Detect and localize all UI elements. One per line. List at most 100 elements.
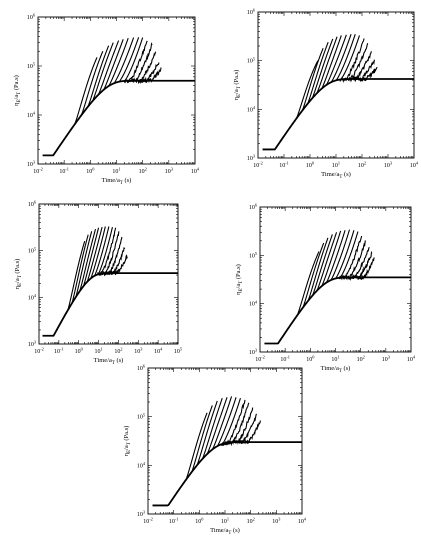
strain-hardening-curve <box>113 37 140 85</box>
chart-panel-c: 10-2 10-1 100 101 102 103 104 105 103 104 105 106 Ti… <box>14 200 182 366</box>
y-tick-label: 103 <box>247 154 255 162</box>
strain-hardening-curve <box>66 234 89 312</box>
strain-hardening-curve <box>315 35 342 95</box>
strain-hardening-curve <box>100 231 120 277</box>
strain-hardening-curve <box>231 407 254 445</box>
x-tick-label: 101 <box>332 161 340 169</box>
x-tick-label: 100 <box>75 347 83 355</box>
x-tick-label: 104 <box>298 517 307 525</box>
strain-hardening-curve <box>134 51 157 85</box>
plot-frame <box>257 11 415 159</box>
strain-hardening-curve <box>301 237 329 309</box>
strain-hardening-curve <box>128 42 153 83</box>
strain-hardening-curve <box>78 227 100 293</box>
strain-hardening-curve <box>325 34 352 87</box>
strain-hardening-curve <box>89 226 110 280</box>
strain-hardening-curve <box>221 399 246 447</box>
x-tick-label: 105 <box>174 347 182 355</box>
y-tick-label: 106 <box>249 203 258 211</box>
x-tick-label: 10-2 <box>143 517 153 525</box>
y-tick-label: 103 <box>27 160 35 168</box>
strain-hardening-curve <box>339 38 365 83</box>
strain-hardening-curve <box>104 236 123 276</box>
x-axis-label: Time/aT (s) <box>321 171 351 180</box>
y-tick-label: 106 <box>137 364 146 372</box>
x-tick-label: 103 <box>165 167 173 175</box>
strain-hardening-curve <box>185 405 213 481</box>
x-axis-label: Time/aT (s) <box>210 527 240 536</box>
strain-hardening-curve <box>200 397 228 461</box>
strain-hardening-curve <box>324 229 351 284</box>
strain-hardening-curve <box>86 42 114 109</box>
strain-hardening-curve <box>320 34 347 91</box>
strain-hardening-curve <box>68 57 98 134</box>
strain-hardening-curve <box>62 240 86 319</box>
strain-hardening-curve <box>111 254 128 276</box>
strain-hardening-curve <box>353 59 375 82</box>
y-tick-label: 105 <box>27 62 35 70</box>
x-tick-label: 10-1 <box>54 347 64 355</box>
x-tick-label: 100 <box>306 355 314 363</box>
strain-hardening-curve <box>138 62 160 84</box>
x-tick-label: 10-2 <box>253 161 263 169</box>
strain-hardening-curve <box>347 246 370 281</box>
strain-hardening-curve <box>97 39 124 96</box>
strain-hardening-curve <box>241 420 261 445</box>
x-tick-label: 10-1 <box>59 167 69 175</box>
chart-panel-d: 10-2 10-1 100 101 102 103 104 103 104 105 106 Time/… <box>235 203 416 374</box>
y-axis-label: ηE/aT (Pa.s) <box>123 426 132 457</box>
strain-hardening-curve <box>82 226 103 288</box>
y-axis-label: ηE/aT (Pa.s) <box>233 70 242 101</box>
strain-hardening-curve <box>144 67 162 84</box>
strain-hardening-curve <box>291 251 320 324</box>
y-tick-label: 106 <box>28 200 37 208</box>
y-tick-label: 103 <box>28 340 36 348</box>
strain-hardening-curve <box>290 60 319 127</box>
strain-hardening-curve <box>123 40 148 84</box>
strain-hardening-curve <box>315 230 342 293</box>
x-tick-label: 100 <box>195 517 203 525</box>
strain-hardening-curve <box>301 41 329 112</box>
strain-hardening-curve <box>74 228 97 299</box>
strain-hardening-curve <box>190 400 218 474</box>
y-tick-label: 104 <box>249 299 258 307</box>
strain-hardening-curve <box>352 250 373 280</box>
strain-hardening-curve <box>85 226 106 284</box>
y-tick-label: 105 <box>28 246 36 254</box>
y-tick-label: 106 <box>27 13 36 21</box>
x-axis-label: Time/aT (s) <box>102 177 132 186</box>
strain-hardening-curve <box>179 412 208 489</box>
x-tick-label: 104 <box>154 347 163 355</box>
strain-hardening-curve <box>196 397 223 467</box>
strain-hardening-curve <box>107 247 126 276</box>
y-tick-label: 104 <box>137 461 146 469</box>
strain-hardening-curve <box>343 42 369 82</box>
x-tick-label: 10-1 <box>169 517 179 525</box>
y-tick-label: 104 <box>247 105 256 113</box>
x-tick-label: 103 <box>382 355 390 363</box>
x-tick-label: 10-1 <box>280 355 290 363</box>
x-tick-label: 100 <box>306 161 314 169</box>
strain-hardening-curve <box>310 232 338 298</box>
strain-hardening-curve <box>295 48 324 119</box>
strain-hardening-curve <box>216 397 241 447</box>
y-tick-label: 105 <box>247 56 255 64</box>
strain-hardening-curve <box>70 231 93 305</box>
strain-hardening-curve <box>310 36 338 101</box>
strain-hardening-curve <box>91 40 120 102</box>
strain-hardening-curve <box>226 402 250 447</box>
strain-hardening-curve <box>206 396 233 455</box>
x-tick-label: 102 <box>139 167 147 175</box>
y-tick-label: 103 <box>249 348 257 356</box>
strain-hardening-curve <box>211 397 237 451</box>
x-tick-label: 102 <box>358 161 366 169</box>
lve-curve <box>264 276 411 345</box>
x-tick-label: 100 <box>86 167 94 175</box>
y-axis-label: ηE/aT (Pa.s) <box>235 264 244 295</box>
strain-hardening-curve <box>305 38 334 106</box>
x-axis-label: Time/aT (s) <box>321 365 351 374</box>
chart-panel-b: 10-2 10-1 100 101 102 103 104 103 104 105 106 Time/… <box>233 8 419 180</box>
strain-hardening-curve <box>306 234 333 303</box>
y-tick-label: 103 <box>137 510 145 518</box>
chart-panel-e: 10-2 10-1 100 101 102 103 104 103 104 105 106 Time/… <box>123 364 307 536</box>
